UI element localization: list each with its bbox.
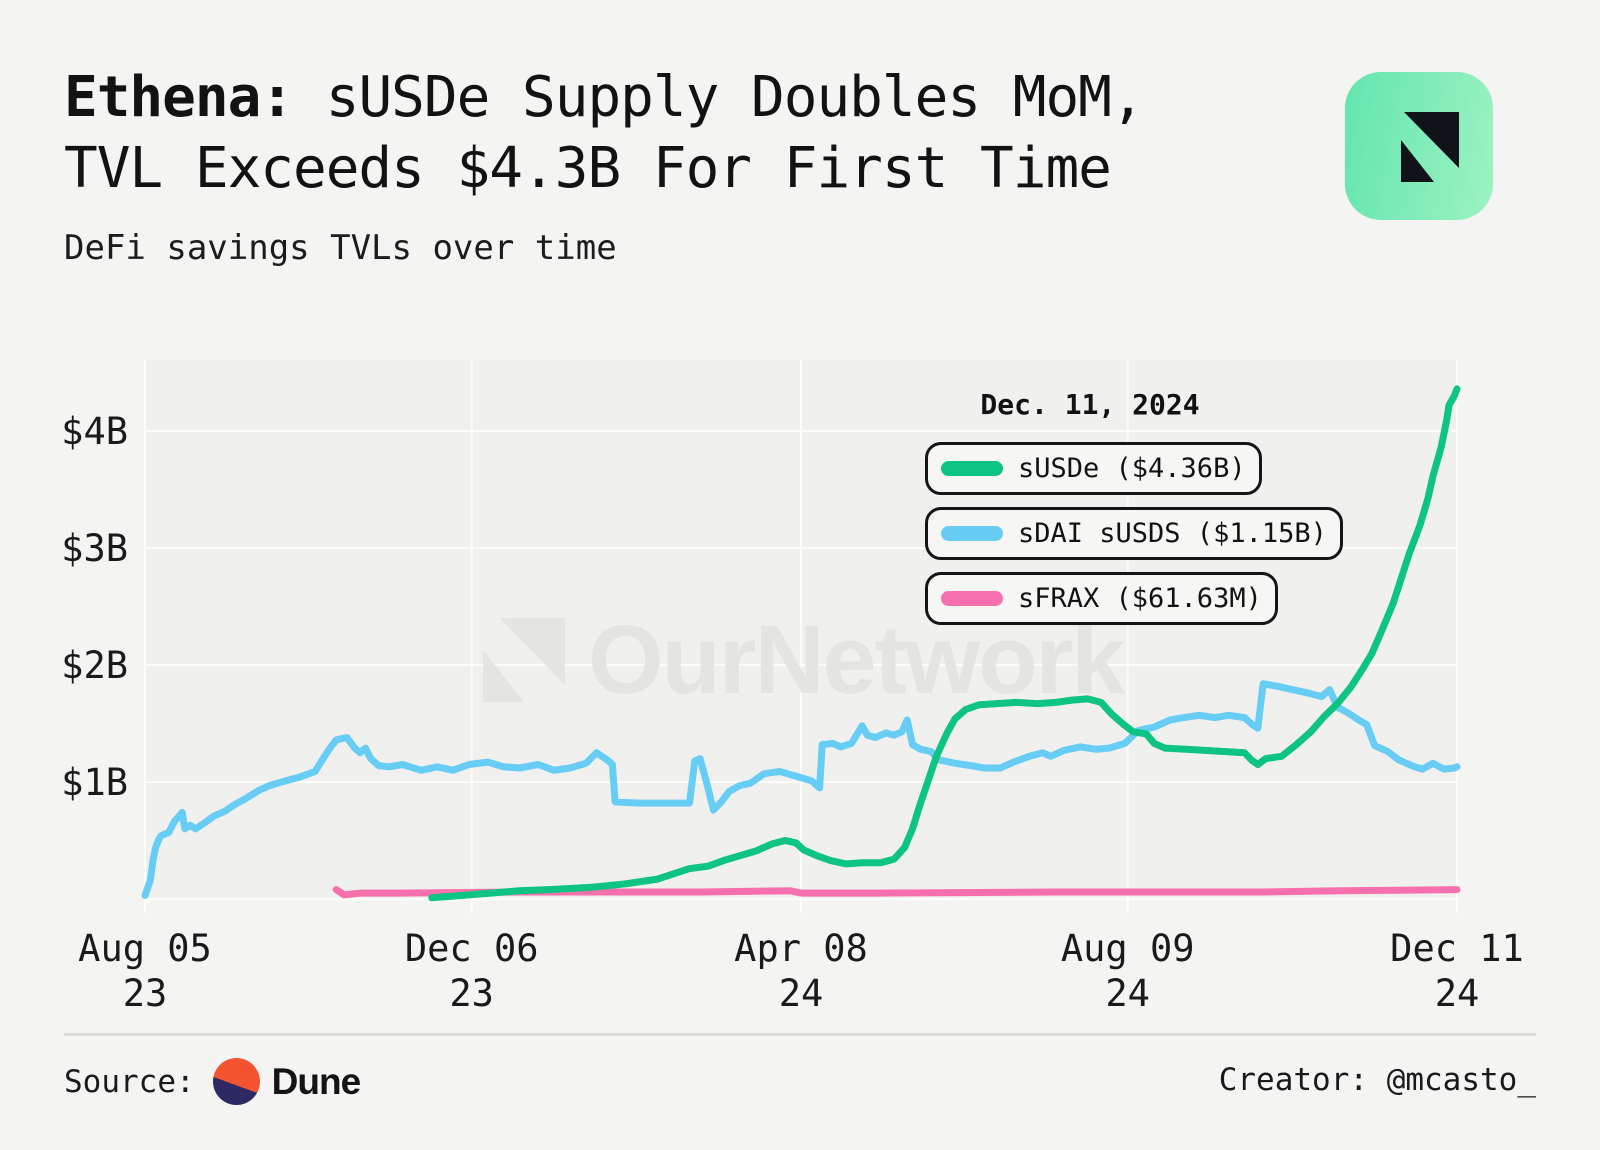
series-line-sFRAX bbox=[332, 886, 1461, 899]
svg-text:23: 23 bbox=[123, 972, 168, 1015]
svg-text:24: 24 bbox=[1105, 972, 1150, 1015]
legend-label-susde: sUSDe ($4.36B) bbox=[1018, 453, 1246, 484]
svg-text:Dec 11: Dec 11 bbox=[1390, 927, 1524, 970]
legend-label-sfrax: sFRAX ($61.63M) bbox=[1018, 583, 1262, 614]
ournetwork-logo-badge bbox=[1345, 72, 1493, 220]
data-series-lines bbox=[141, 385, 1461, 902]
legend-date: Dec. 11, 2024 bbox=[980, 388, 1200, 421]
svg-text:$1B: $1B bbox=[61, 761, 128, 804]
source-attribution: Source: Dune bbox=[64, 1058, 361, 1105]
y-axis-labels: $1B $2B $3B $4B bbox=[61, 410, 128, 804]
svg-text:Dec 06: Dec 06 bbox=[405, 927, 539, 970]
page-title: Ethena: sUSDe Supply Doubles MoM, TVL Exc… bbox=[64, 62, 1145, 204]
svg-text:Apr 08: Apr 08 bbox=[734, 927, 868, 970]
footer-divider bbox=[64, 1033, 1536, 1036]
svg-text:$2B: $2B bbox=[61, 644, 128, 687]
series-line-sDAI sUSDS bbox=[141, 680, 1461, 899]
svg-text:Aug 09: Aug 09 bbox=[1061, 927, 1195, 970]
legend-item-susde: sUSDe ($4.36B) bbox=[925, 442, 1262, 495]
ournetwork-n-icon bbox=[1401, 112, 1459, 182]
title-line2: TVL Exceeds $4.3B For First Time bbox=[64, 136, 1112, 201]
source-name: Dune bbox=[271, 1060, 361, 1102]
dune-logo-icon bbox=[212, 1058, 260, 1105]
gridlines bbox=[144, 360, 1458, 913]
svg-text:$4B: $4B bbox=[61, 410, 128, 453]
svg-text:24: 24 bbox=[779, 972, 824, 1015]
chart-legend: Dec. 11, 2024 sUSDe ($4.36B) sDAI sUSDS … bbox=[925, 388, 1343, 625]
chart-area: OurNetwork $1B $2B $3B $4B Aug 05 23 Dec 06 23… bbox=[0, 340, 1600, 1020]
svg-text:$3B: $3B bbox=[61, 527, 128, 570]
watermark-n-icon bbox=[500, 618, 565, 685]
creator-credit: Creator: @mcasto_ bbox=[1218, 1062, 1536, 1098]
susde-color-swatch bbox=[941, 461, 1003, 476]
series-line-sUSDe bbox=[428, 385, 1461, 902]
legend-label-sdai-susds: sDAI sUSDS ($1.15B) bbox=[1018, 518, 1327, 549]
source-label: Source: bbox=[64, 1063, 195, 1100]
watermark-n-icon-small bbox=[483, 650, 524, 702]
title-brand: Ethena: bbox=[64, 65, 294, 130]
title-line1: sUSDe Supply Doubles MoM, bbox=[293, 65, 1145, 130]
svg-text:23: 23 bbox=[449, 972, 494, 1015]
legend-item-sdai-susds: sDAI sUSDS ($1.15B) bbox=[925, 507, 1343, 560]
svg-text:Aug 05: Aug 05 bbox=[78, 927, 212, 970]
legend-item-sfrax: sFRAX ($61.63M) bbox=[925, 572, 1278, 625]
sdai-color-swatch bbox=[941, 526, 1003, 541]
chart-subtitle: DeFi savings TVLs over time bbox=[64, 228, 617, 268]
svg-text:24: 24 bbox=[1435, 972, 1480, 1015]
sfrax-color-swatch bbox=[941, 591, 1003, 606]
